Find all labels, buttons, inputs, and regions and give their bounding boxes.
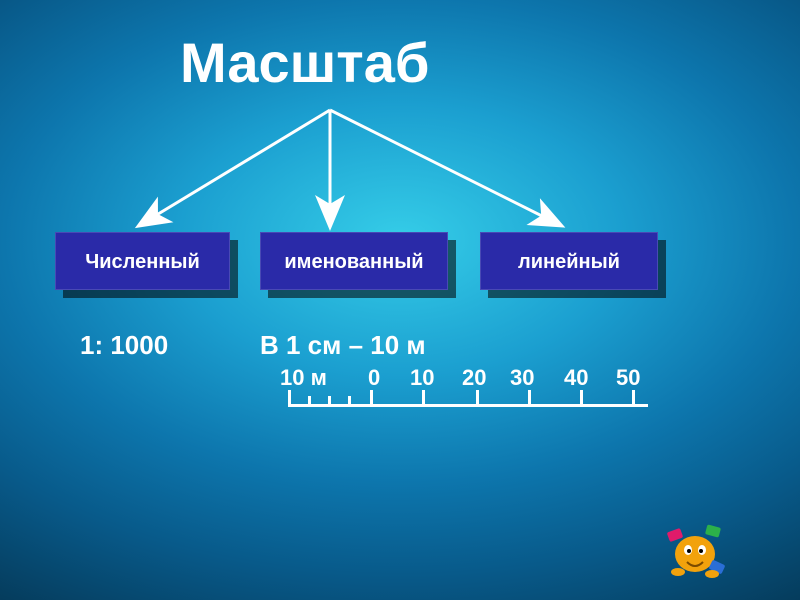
ruler-tick-major [528, 390, 531, 404]
scale-label: 0 [368, 365, 380, 391]
scale-label: 10 м [280, 365, 327, 391]
page-title: Масштаб [180, 30, 429, 95]
scale-label: 40 [564, 365, 588, 391]
scale-label: 30 [510, 365, 534, 391]
ruler-tick-major [422, 390, 425, 404]
box-label: именованный [260, 232, 448, 290]
ruler-tick-major [580, 390, 583, 404]
scale-label: 50 [616, 365, 640, 391]
box-label: Численный [55, 232, 230, 290]
ruler-tick-minor [308, 396, 311, 404]
scale-type-box-2: линейный [480, 232, 658, 290]
example-named: В 1 см – 10 м [260, 330, 426, 361]
scale-label: 10 [410, 365, 434, 391]
ruler-tick-minor [348, 396, 351, 404]
example-numeric: 1: 1000 [80, 330, 168, 361]
scale-label: 20 [462, 365, 486, 391]
ruler-baseline [288, 404, 648, 407]
ruler-tick-major [632, 390, 635, 404]
ruler-tick-major [370, 390, 373, 404]
linear-scale-ruler [0, 404, 800, 424]
ruler-tick-major [288, 390, 291, 404]
mascot-icon [660, 520, 730, 580]
ruler-tick-minor [328, 396, 331, 404]
ruler-tick-major [476, 390, 479, 404]
scale-type-box-0: Численный [55, 232, 230, 290]
box-label: линейный [480, 232, 658, 290]
scale-type-box-1: именованный [260, 232, 448, 290]
